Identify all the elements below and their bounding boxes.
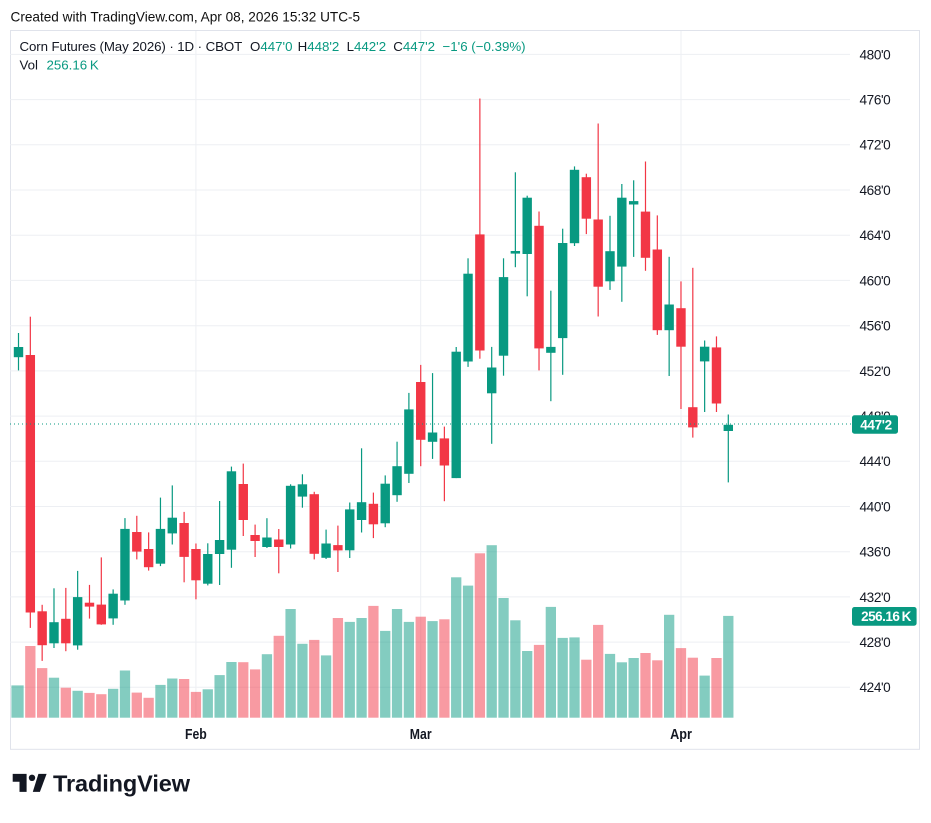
svg-text:464'0: 464'0	[860, 228, 892, 243]
svg-text:428'0: 428'0	[860, 635, 892, 650]
svg-text:256.16 K: 256.16 K	[861, 609, 911, 624]
svg-text:444'0: 444'0	[860, 454, 892, 469]
svg-text:Mar: Mar	[410, 727, 432, 743]
svg-text:440'0: 440'0	[860, 499, 892, 514]
svg-text:TradingView: TradingView	[53, 771, 191, 797]
svg-text:472'0: 472'0	[860, 138, 892, 153]
svg-text:476'0: 476'0	[860, 93, 892, 108]
svg-text:452'0: 452'0	[860, 364, 892, 379]
svg-text:Feb: Feb	[185, 727, 207, 743]
svg-text:480'0: 480'0	[860, 47, 892, 62]
svg-text:432'0: 432'0	[860, 590, 892, 605]
svg-text:436'0: 436'0	[860, 545, 892, 560]
svg-text:Apr: Apr	[670, 727, 692, 743]
svg-text:460'0: 460'0	[860, 273, 892, 288]
svg-text:447'2: 447'2	[860, 417, 892, 432]
svg-text:Created with TradingView.com,: Created with TradingView.com, Apr 08, 20…	[11, 10, 361, 25]
svg-text:Corn Futures (May 2026) · 1D ·: Corn Futures (May 2026) · 1D · CBOT O447'…	[20, 39, 526, 54]
svg-text:424'0: 424'0	[860, 680, 892, 695]
svg-text:468'0: 468'0	[860, 183, 892, 198]
svg-text:456'0: 456'0	[860, 319, 892, 334]
